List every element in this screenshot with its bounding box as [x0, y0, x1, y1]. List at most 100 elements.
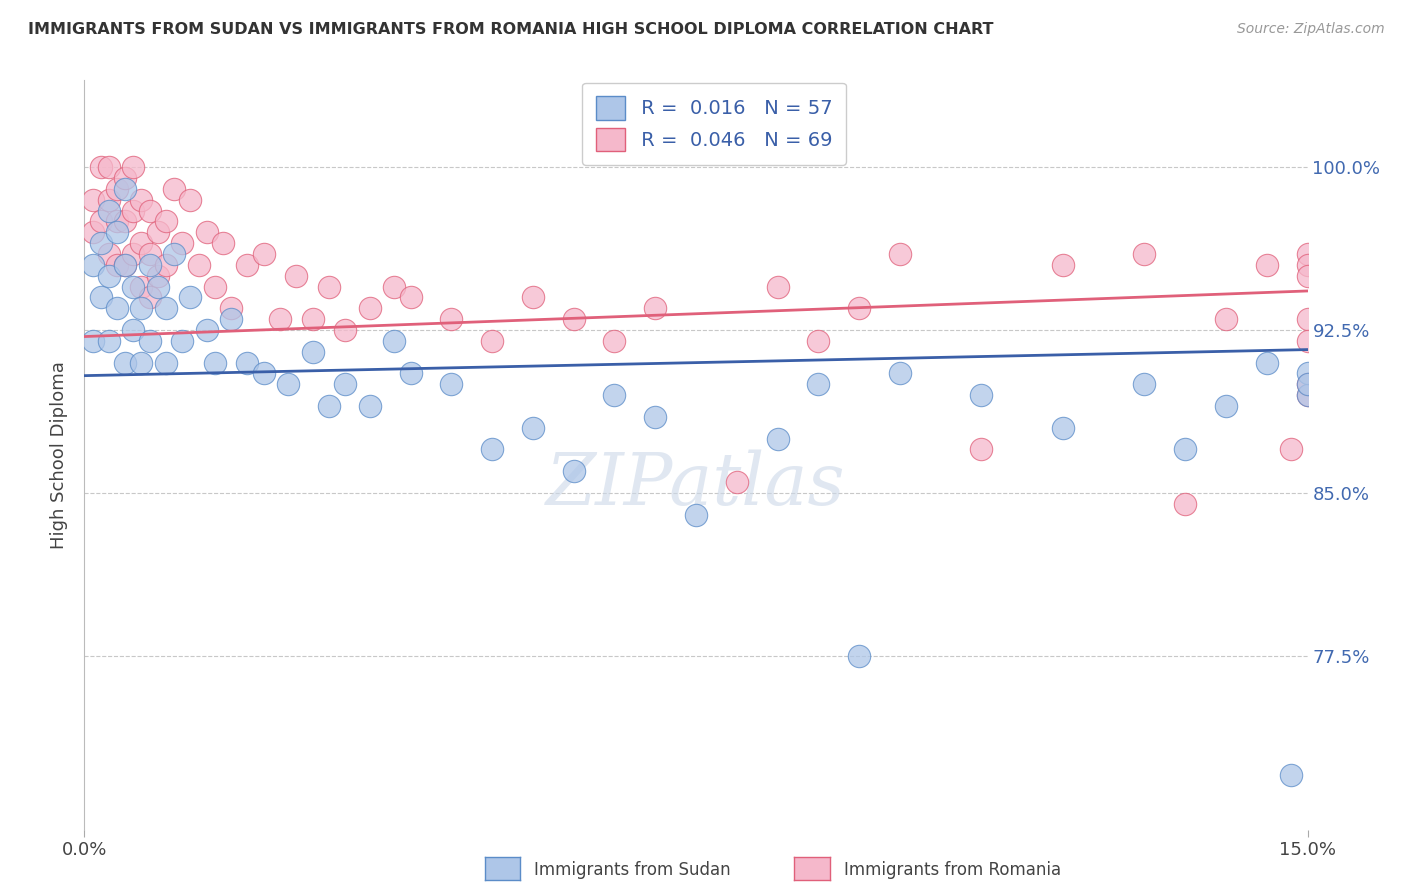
Point	[97, 247, 120, 261]
Point	[318, 279, 340, 293]
Point	[970, 388, 993, 402]
Point	[212, 236, 235, 251]
Point	[97, 268, 120, 283]
Point	[114, 214, 136, 228]
Point	[1256, 356, 1278, 370]
Point	[155, 258, 177, 272]
Point	[1215, 312, 1237, 326]
Point	[522, 421, 544, 435]
Point	[187, 258, 209, 272]
Point	[382, 279, 405, 293]
Point	[481, 334, 503, 348]
Point	[131, 356, 153, 370]
Point	[1296, 247, 1319, 261]
Point	[562, 464, 585, 478]
Text: IMMIGRANTS FROM SUDAN VS IMMIGRANTS FROM ROMANIA HIGH SCHOOL DIPLOMA CORRELATION: IMMIGRANTS FROM SUDAN VS IMMIGRANTS FROM…	[28, 22, 994, 37]
Point	[440, 377, 463, 392]
Point	[1174, 497, 1197, 511]
Point	[301, 344, 323, 359]
Point	[138, 290, 160, 304]
Text: Immigrants from Sudan: Immigrants from Sudan	[534, 861, 731, 879]
Point	[138, 247, 160, 261]
Point	[1133, 377, 1156, 392]
Point	[440, 312, 463, 326]
Y-axis label: High School Diploma: High School Diploma	[51, 361, 69, 549]
Point	[1133, 247, 1156, 261]
Point	[138, 258, 160, 272]
Point	[122, 247, 145, 261]
Point	[1296, 334, 1319, 348]
Point	[146, 268, 169, 283]
Point	[1174, 442, 1197, 457]
Point	[848, 648, 870, 663]
Point	[146, 279, 169, 293]
Point	[114, 356, 136, 370]
Point	[889, 367, 911, 381]
Point	[219, 312, 242, 326]
Point	[114, 258, 136, 272]
Point	[1296, 377, 1319, 392]
Text: Source: ZipAtlas.com: Source: ZipAtlas.com	[1237, 22, 1385, 37]
Point	[1296, 388, 1319, 402]
Point	[155, 214, 177, 228]
Point	[807, 377, 830, 392]
Point	[1296, 377, 1319, 392]
Point	[382, 334, 405, 348]
Point	[163, 247, 186, 261]
Point	[131, 301, 153, 316]
Point	[105, 225, 128, 239]
Point	[114, 171, 136, 186]
Point	[122, 203, 145, 218]
Point	[562, 312, 585, 326]
Point	[359, 301, 381, 316]
Point	[90, 236, 112, 251]
Point	[1215, 399, 1237, 413]
Point	[1296, 268, 1319, 283]
Point	[970, 442, 993, 457]
Point	[131, 279, 153, 293]
Point	[131, 236, 153, 251]
Point	[1052, 421, 1074, 435]
Point	[114, 258, 136, 272]
Point	[172, 236, 194, 251]
Point	[105, 258, 128, 272]
Point	[1296, 258, 1319, 272]
Point	[1052, 258, 1074, 272]
Point	[172, 334, 194, 348]
Point	[97, 203, 120, 218]
Point	[644, 409, 666, 424]
Point	[82, 258, 104, 272]
Point	[685, 508, 707, 522]
Point	[105, 182, 128, 196]
Point	[277, 377, 299, 392]
Point	[236, 258, 259, 272]
Point	[236, 356, 259, 370]
Point	[195, 225, 218, 239]
Point	[97, 160, 120, 174]
Point	[105, 301, 128, 316]
Point	[522, 290, 544, 304]
Point	[105, 214, 128, 228]
Text: ZIPatlas: ZIPatlas	[546, 450, 846, 520]
Point	[1279, 768, 1302, 782]
Point	[848, 301, 870, 316]
Point	[1256, 258, 1278, 272]
Point	[97, 334, 120, 348]
Point	[335, 377, 357, 392]
Point	[253, 247, 276, 261]
Point	[163, 182, 186, 196]
Point	[644, 301, 666, 316]
Point	[269, 312, 291, 326]
Point	[359, 399, 381, 413]
Point	[253, 367, 276, 381]
Point	[285, 268, 308, 283]
Point	[1296, 367, 1319, 381]
Point	[90, 160, 112, 174]
Point	[155, 356, 177, 370]
Point	[399, 290, 422, 304]
Point	[97, 193, 120, 207]
Point	[179, 193, 201, 207]
Point	[807, 334, 830, 348]
Point	[1296, 312, 1319, 326]
Point	[131, 193, 153, 207]
